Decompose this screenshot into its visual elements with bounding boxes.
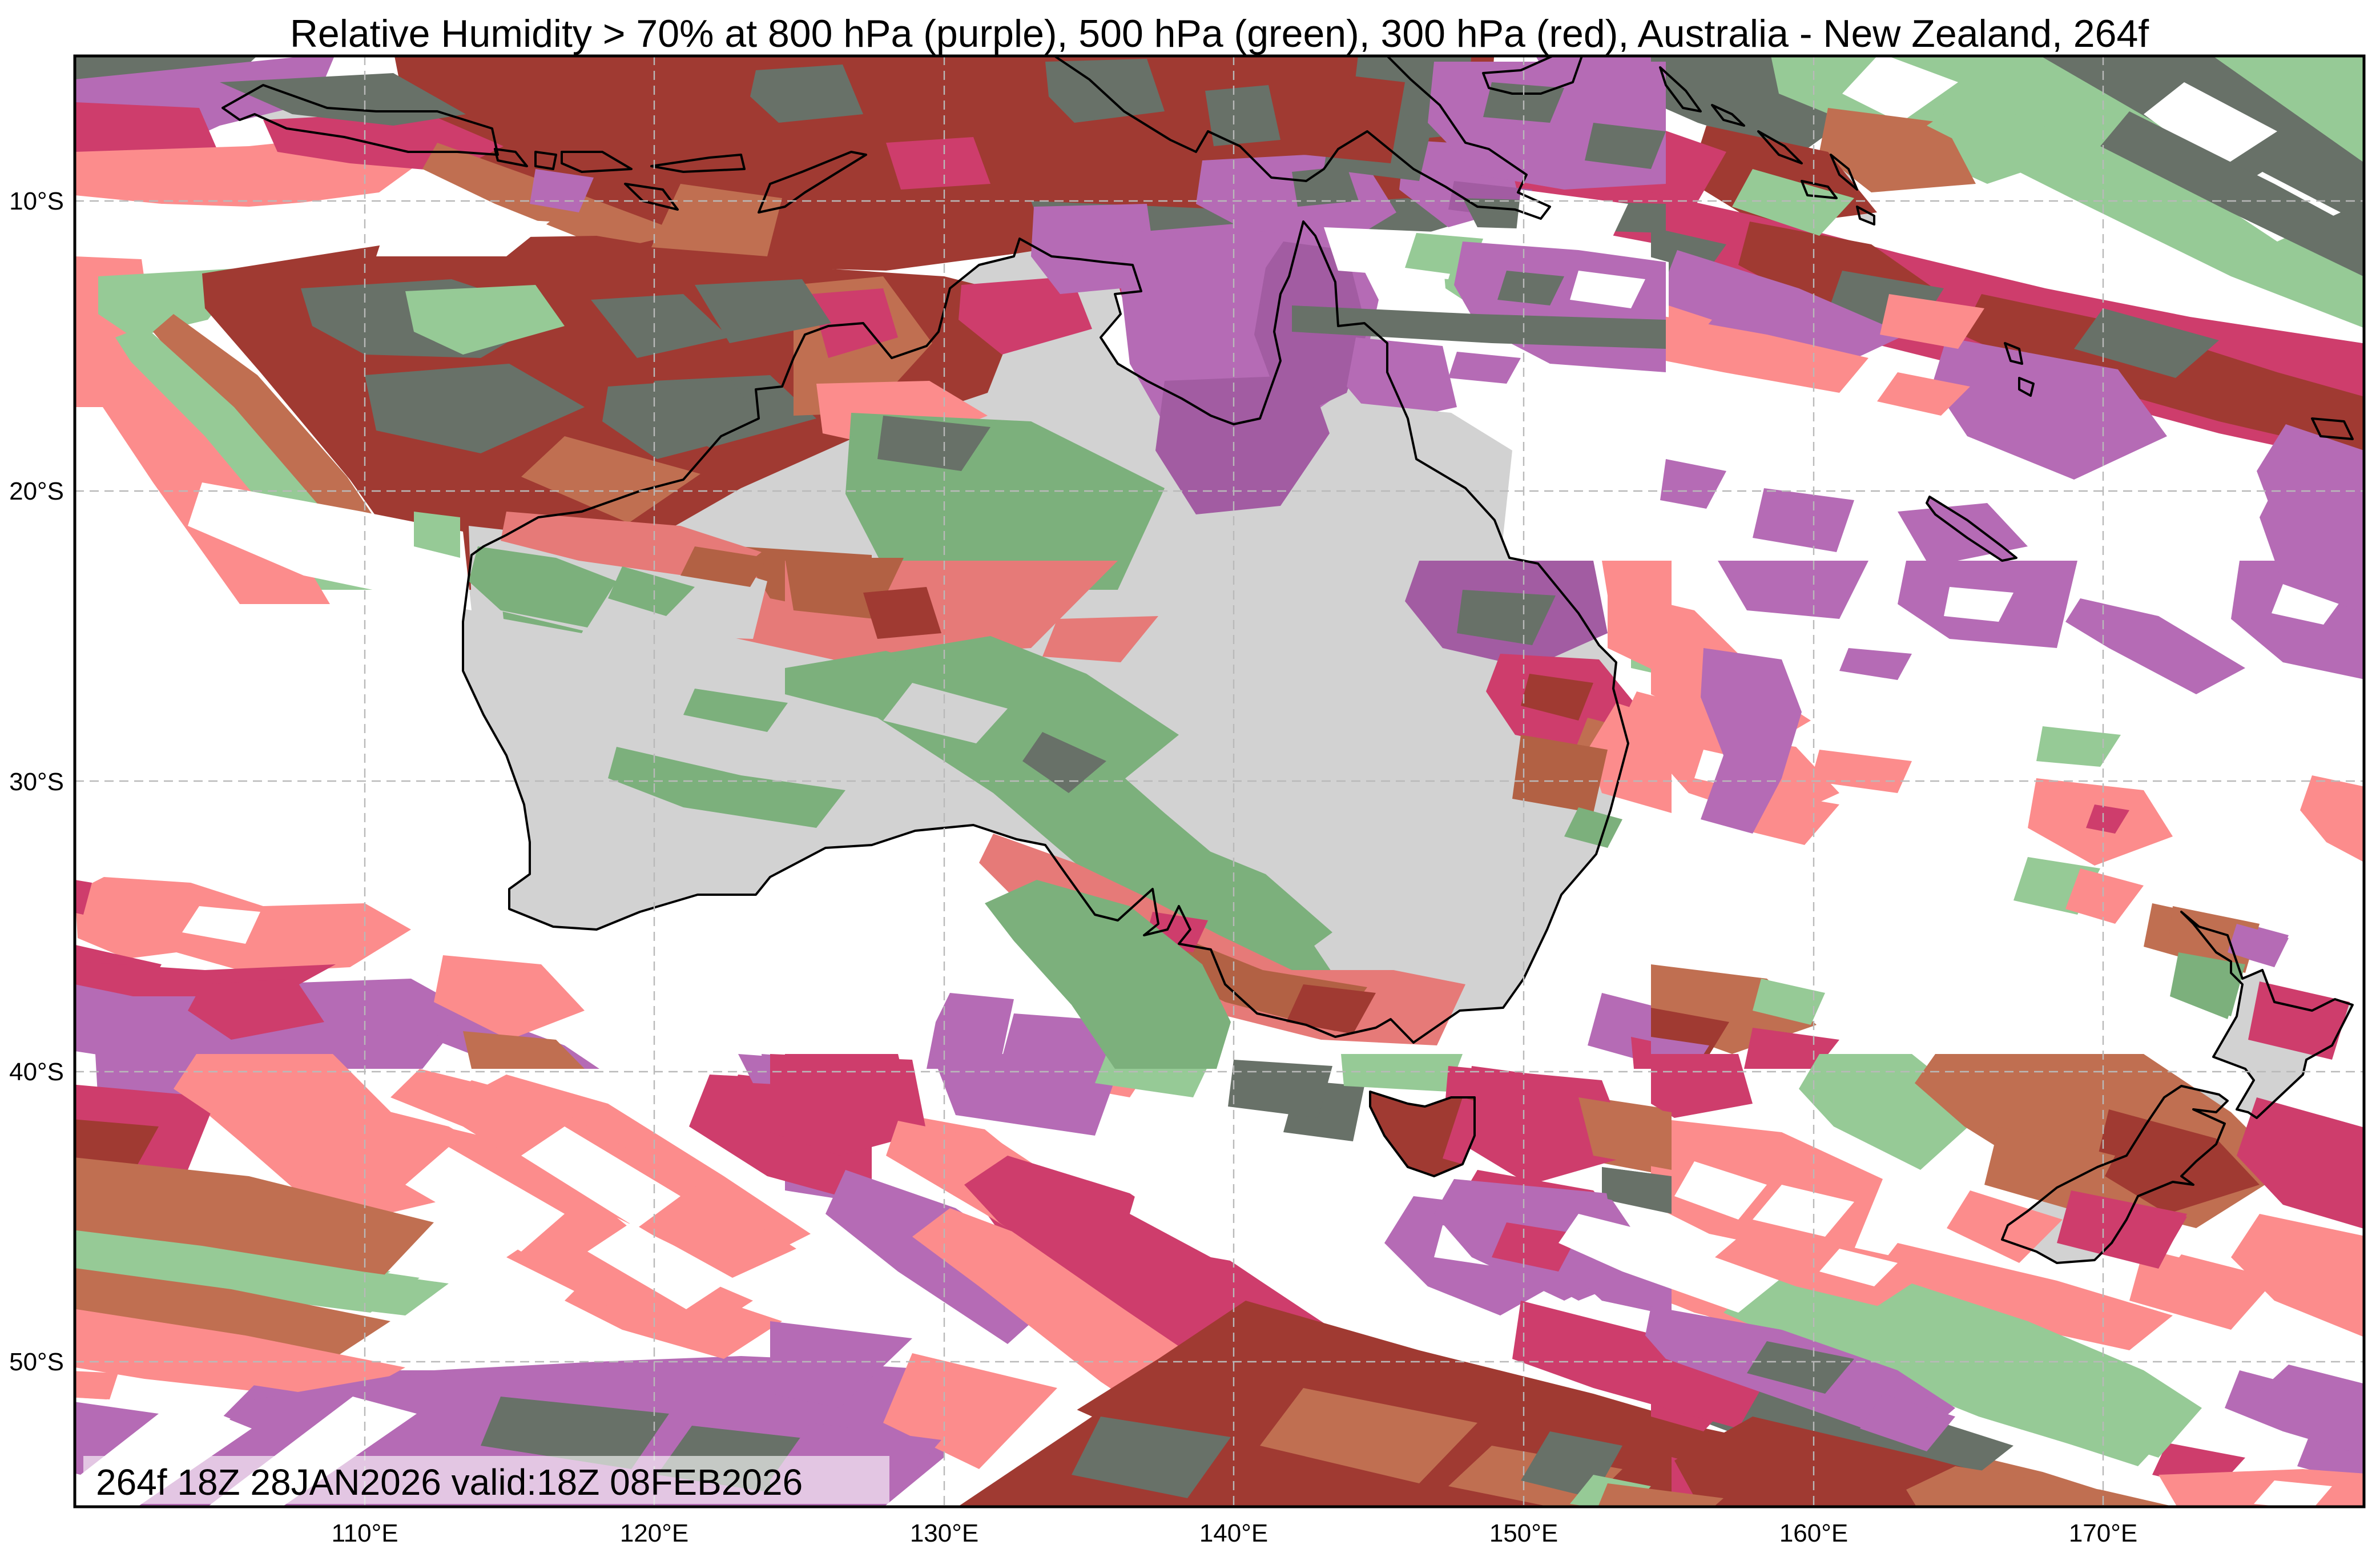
- svg-text:50°S: 50°S: [9, 1348, 64, 1376]
- svg-text:10°S: 10°S: [9, 187, 64, 215]
- svg-text:170°E: 170°E: [2069, 1519, 2137, 1547]
- svg-text:140°E: 140°E: [1199, 1519, 1268, 1547]
- svg-text:110°E: 110°E: [331, 1519, 398, 1547]
- svg-text:160°E: 160°E: [1779, 1519, 1848, 1547]
- svg-text:30°S: 30°S: [9, 768, 64, 796]
- svg-text:40°S: 40°S: [9, 1058, 64, 1086]
- svg-text:120°E: 120°E: [620, 1519, 688, 1547]
- svg-text:150°E: 150°E: [1489, 1519, 1558, 1547]
- svg-text:Relative Humidity > 70% at 800: Relative Humidity > 70% at 800 hPa (purp…: [290, 12, 2149, 55]
- svg-text:20°S: 20°S: [9, 477, 64, 505]
- svg-text:264f 18Z 28JAN2026 valid:18Z 0: 264f 18Z 28JAN2026 valid:18Z 08FEB2026: [96, 1462, 803, 1503]
- svg-text:130°E: 130°E: [910, 1519, 978, 1547]
